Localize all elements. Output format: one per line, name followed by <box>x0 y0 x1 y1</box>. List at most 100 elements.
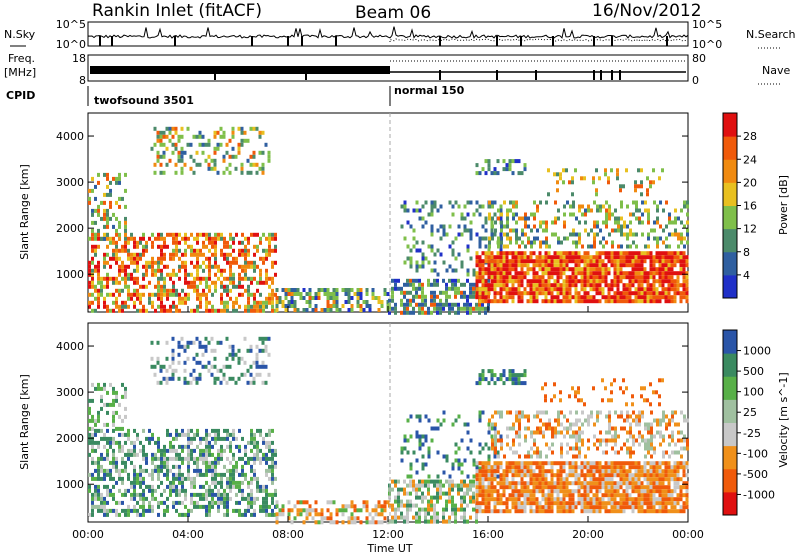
range-gate-cell <box>160 292 163 297</box>
range-gate-cell <box>314 308 318 312</box>
range-gate-cell <box>574 275 578 280</box>
range-gate-cell <box>605 216 608 221</box>
range-gate-cell <box>685 493 689 498</box>
range-gate-cell <box>649 283 653 288</box>
range-gate-cell <box>115 176 118 181</box>
range-gate-cell <box>647 232 650 237</box>
range-gate-cell <box>165 134 169 139</box>
range-gate-cell <box>460 479 463 484</box>
range-gate-cell <box>103 256 106 261</box>
range-gate-cell <box>517 481 521 486</box>
range-gate-cell <box>118 264 121 269</box>
range-gate-cell <box>112 460 115 465</box>
range-gate-cell <box>274 272 277 277</box>
range-gate-cell <box>589 271 593 276</box>
range-gate-cell <box>243 372 247 377</box>
range-gate-cell <box>142 504 145 509</box>
range-gate-cell <box>622 477 626 482</box>
range-gate-cell <box>97 208 100 213</box>
range-gate-cell <box>472 282 475 287</box>
range-gate-cell <box>454 450 458 455</box>
range-gate-cell <box>592 501 596 506</box>
range-gate-cell <box>559 271 563 276</box>
range-gate-cell <box>604 505 608 510</box>
range-gate-cell <box>508 287 512 292</box>
range-gate-cell <box>595 267 599 272</box>
range-gate-cell <box>550 497 554 502</box>
range-gate-cell <box>220 448 223 453</box>
range-gate-cell <box>613 493 617 498</box>
range-gate-cell <box>124 394 127 399</box>
range-gate-cell <box>103 496 106 501</box>
range-gate-cell <box>190 480 193 485</box>
range-gate-cell <box>508 163 512 168</box>
range-gate-cell <box>478 263 482 268</box>
range-gate-cell <box>97 272 100 277</box>
range-gate-cell <box>659 224 662 229</box>
range-gate-cell <box>118 304 121 309</box>
range-gate-cell <box>241 264 244 269</box>
range-gate-cell <box>572 232 575 237</box>
range-gate-cell <box>151 468 154 473</box>
range-gate-cell <box>637 299 641 304</box>
range-gate-cell <box>180 170 184 175</box>
range-gate-cell <box>199 456 202 461</box>
range-gate-cell <box>115 260 118 265</box>
range-gate-cell <box>457 462 461 467</box>
range-gate-cell <box>293 308 297 312</box>
range-gate-cell <box>115 410 118 415</box>
range-gate-cell <box>499 497 503 502</box>
range-gate-cell <box>208 452 211 457</box>
range-gate-cell <box>490 509 494 514</box>
range-gate-cell <box>601 295 605 300</box>
range-gate-cell <box>565 509 569 514</box>
range-gate-cell <box>658 259 662 264</box>
range-gate-cell <box>592 497 596 502</box>
range-gate-cell <box>380 300 384 304</box>
range-gate-cell <box>118 512 121 517</box>
range-gate-cell <box>400 458 404 463</box>
range-gate-cell <box>541 291 545 296</box>
range-gate-cell <box>106 304 109 309</box>
range-gate-cell <box>478 501 482 506</box>
range-gate-cell <box>418 264 422 269</box>
range-gate-cell <box>655 267 659 272</box>
range-gate-cell <box>100 468 103 473</box>
range-gate-cell <box>271 248 274 253</box>
range-gate-cell <box>253 252 256 257</box>
range-gate-cell <box>592 485 596 490</box>
range-gate-cell <box>460 212 464 217</box>
range-gate-cell <box>442 483 445 488</box>
range-gate-cell <box>491 414 494 419</box>
range-gate-cell <box>523 497 527 502</box>
range-gate-cell <box>142 292 145 297</box>
range-gate-cell <box>211 476 214 481</box>
range-gate-cell <box>278 300 282 304</box>
range-gate-cell <box>610 473 614 478</box>
range-gate-cell <box>202 448 205 453</box>
range-gate-cell <box>493 473 497 478</box>
range-gate-cell <box>281 512 285 517</box>
range-gate-cell <box>112 224 115 229</box>
range-gate-cell <box>154 308 157 313</box>
range-gate-cell <box>673 271 677 276</box>
range-gate-cell <box>127 436 130 441</box>
range-gate-cell <box>643 255 647 260</box>
range-gate-cell <box>637 291 641 296</box>
range-gate-cell <box>88 472 91 477</box>
range-gate-cell <box>274 492 277 497</box>
range-gate-cell <box>142 508 145 513</box>
range-gate-cell <box>499 509 503 514</box>
range-gate-cell <box>162 170 166 175</box>
range-gate-cell <box>604 299 608 304</box>
colorbar-swatch <box>723 274 737 299</box>
range-gate-cell <box>228 344 232 349</box>
range-gate-cell <box>94 264 97 269</box>
range-gate-cell <box>222 376 226 381</box>
range-gate-cell <box>202 492 205 497</box>
range-gate-cell <box>445 282 448 287</box>
range-gate-cell <box>499 263 503 268</box>
range-gate-cell <box>580 275 584 280</box>
range-gate-cell <box>679 255 683 260</box>
range-gate-cell <box>575 240 578 245</box>
